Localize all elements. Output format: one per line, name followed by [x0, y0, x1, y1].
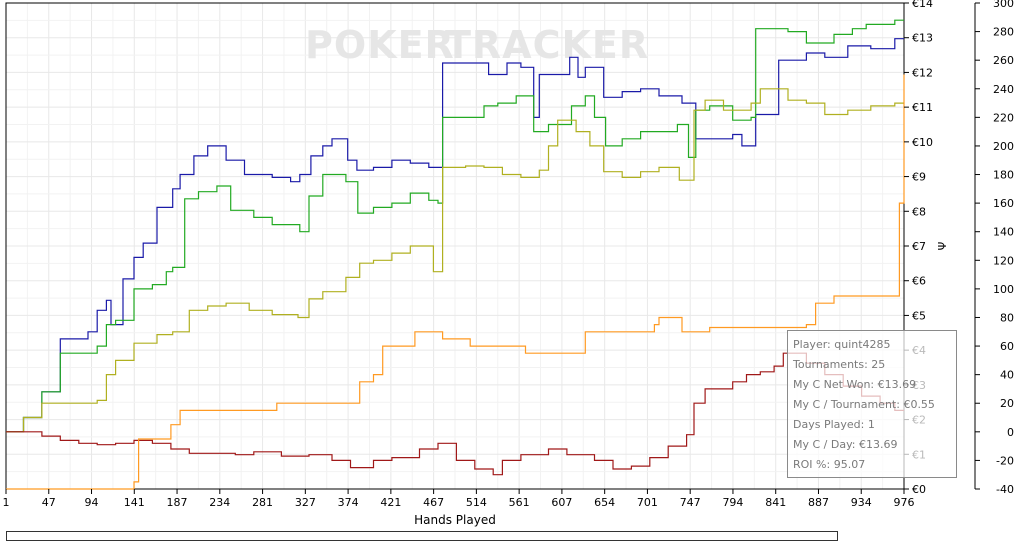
watermark-poker: POKER: [305, 23, 455, 67]
x-tick-label: 934: [851, 496, 872, 509]
x-tick-label: 187: [167, 496, 188, 509]
x-tick-label: 841: [765, 496, 786, 509]
series-line-orange: [6, 74, 905, 490]
y-count-tick-label: 0: [1007, 426, 1014, 439]
y-count-tick-label: -40: [996, 483, 1014, 496]
x-tick-label: 976: [894, 496, 915, 509]
y-money-tick-label: €6: [912, 275, 926, 288]
x-tick-label: 327: [295, 496, 316, 509]
y-count-tick-label: 140: [993, 226, 1014, 239]
series-line-blue: [6, 38, 904, 433]
tooltip-per-day: My C / Day: €13.69: [793, 438, 898, 451]
tooltip-tournaments: Tournaments: 25: [793, 358, 886, 371]
player-stats-tooltip: Player: quint4285 Tournaments: 25 My C N…: [787, 330, 957, 478]
y-count-tick-label: -20: [996, 454, 1014, 467]
y-money-tick-label: €7: [912, 240, 926, 253]
x-tick-label: 561: [509, 496, 530, 509]
tooltip-player: Player: quint4285: [793, 338, 891, 351]
grid-lines: [5, 2, 905, 490]
x-tick-label: 747: [680, 496, 701, 509]
x-tick-label: 701: [637, 496, 658, 509]
x-tick-label: 514: [466, 496, 487, 509]
x-tick-label: 47: [42, 496, 56, 509]
y-money-tick-label: €0: [912, 483, 926, 496]
series-lines: [6, 19, 905, 490]
series-line-olive: [6, 88, 904, 433]
y-money-tick-label: €5: [912, 309, 926, 322]
x-tick-label: 234: [209, 496, 230, 509]
x-tick-label: 421: [380, 496, 401, 509]
y-axis-count-ticks: -40 -20 0 20 40 60 80 100 120 140 160 180 200 220 240 2…: [975, 0, 1014, 496]
y-axis-right-label: Ψ: [936, 241, 949, 250]
y-count-tick-label: 80: [1000, 311, 1014, 324]
y-money-tick-label: €11: [912, 101, 933, 114]
watermark-tracker: TRACKER: [445, 23, 649, 67]
y-count-tick-label: 180: [993, 169, 1014, 182]
y-count-tick-label: 260: [993, 54, 1014, 67]
y-money-tick-label: €12: [912, 66, 933, 79]
y-count-tick-label: 160: [993, 197, 1014, 210]
y-count-tick-label: 20: [1000, 397, 1014, 410]
series-line-darkred: [6, 352, 904, 476]
x-tick-label: 374: [338, 496, 359, 509]
x-tick-label: 467: [423, 496, 444, 509]
y-count-tick-label: 120: [993, 254, 1014, 267]
y-count-tick-label: 100: [993, 283, 1014, 296]
y-count-tick-label: 60: [1000, 340, 1014, 353]
x-tick-label: 794: [722, 496, 743, 509]
y-money-tick-label: €14: [912, 0, 933, 10]
x-tick-label: 141: [124, 496, 145, 509]
y-count-tick-label: 220: [993, 111, 1014, 124]
x-axis-label: Hands Played: [414, 513, 496, 527]
x-tick-label: 94: [85, 496, 99, 509]
y-count-tick-label: 200: [993, 140, 1014, 153]
tooltip-net-won: My C Net Won: €13.69: [793, 378, 917, 391]
x-tick-label: 1: [3, 496, 10, 509]
x-tick-label: 887: [808, 496, 829, 509]
y-money-tick-label: €8: [912, 205, 926, 218]
y-money-tick-label: €9: [912, 171, 926, 184]
tooltip-per-tournament: My C / Tournament: €0.55: [793, 398, 935, 411]
bottom-panel: [6, 531, 838, 541]
tooltip-days-played: Days Played: 1: [793, 418, 875, 431]
y-count-tick-label: 240: [993, 83, 1014, 96]
x-tick-label: 281: [252, 496, 273, 509]
x-axis-ticks: 1 47 94 141 187 234 281 327 374 421 467 514 561 607 65…: [3, 489, 915, 509]
y-count-tick-label: 300: [993, 0, 1014, 10]
y-money-tick-label: €10: [912, 136, 933, 149]
y-money-tick-label: €13: [912, 32, 933, 45]
x-tick-label: 607: [551, 496, 572, 509]
tooltip-roi: ROI %: 95.07: [793, 458, 866, 471]
x-tick-label: 654: [594, 496, 615, 509]
y-count-tick-label: 40: [1000, 369, 1014, 382]
y-count-tick-label: 280: [993, 26, 1014, 39]
